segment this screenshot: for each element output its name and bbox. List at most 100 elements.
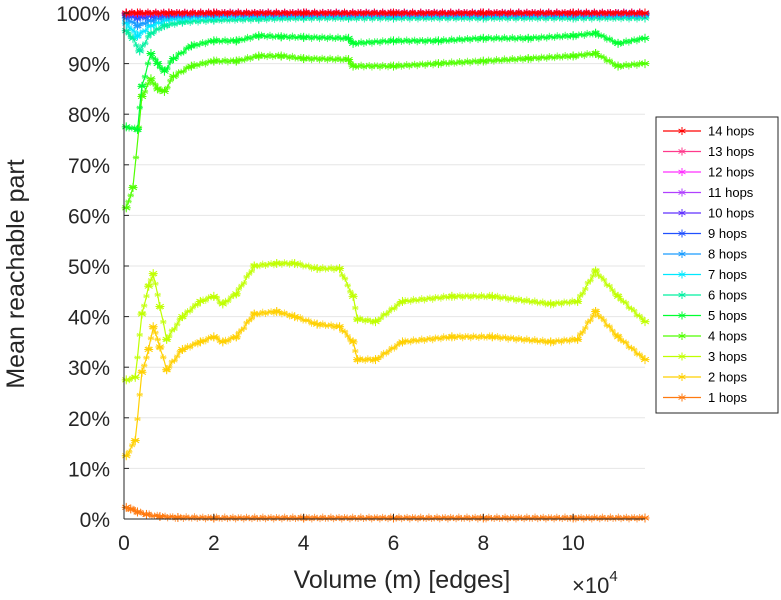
data-point	[143, 354, 150, 361]
data-point	[248, 267, 255, 275]
data-point	[141, 362, 148, 369]
y-tick-label: 20%	[68, 408, 110, 431]
data-point	[136, 331, 143, 339]
data-point	[403, 513, 411, 521]
legend-label: 2 hops	[708, 370, 748, 385]
data-point	[154, 291, 161, 299]
x-tick-label: 2	[208, 532, 220, 555]
data-point	[641, 318, 649, 325]
data-point	[614, 332, 622, 339]
data-point	[171, 325, 178, 333]
y-tick-label: 0%	[80, 509, 110, 532]
data-point	[154, 511, 161, 519]
legend-label: 12 hops	[708, 165, 755, 180]
data-point	[558, 300, 565, 308]
y-tick-label: 90%	[68, 54, 110, 77]
data-point	[240, 325, 248, 332]
data-point	[219, 300, 227, 308]
data-point	[344, 282, 351, 289]
data-point	[225, 337, 232, 345]
data-point	[636, 351, 643, 358]
data-point	[138, 92, 146, 99]
data-point	[614, 291, 622, 299]
data-point	[132, 373, 139, 381]
data-point	[587, 277, 594, 284]
data-point	[213, 294, 221, 301]
data-point	[305, 317, 312, 324]
data-point	[134, 415, 141, 423]
series-3-hops	[121, 258, 650, 385]
series-line	[125, 51, 645, 209]
data-point	[606, 323, 613, 330]
data-point	[166, 363, 173, 371]
data-point	[144, 60, 152, 67]
data-point	[341, 328, 349, 335]
y-tick-label: 60%	[68, 205, 110, 228]
data-point	[297, 513, 305, 521]
series-1-hops	[121, 502, 650, 523]
data-point	[188, 63, 195, 71]
data-point	[241, 56, 248, 64]
data-point	[385, 347, 393, 355]
data-point	[161, 87, 168, 94]
data-point	[421, 62, 429, 69]
y-ticks: 0% 10% 20% 30% 40% 50% 60% 70% 80% 90% 100%	[56, 3, 129, 532]
data-point	[125, 198, 132, 205]
data-point	[149, 324, 157, 332]
y-tick-label: 40%	[68, 307, 110, 330]
legend-label: 5 hops	[708, 308, 748, 323]
legend-label: 4 hops	[708, 329, 748, 344]
y-tick-label: 100%	[56, 3, 110, 26]
series-line	[125, 308, 646, 457]
data-point	[147, 335, 155, 342]
data-point	[631, 346, 638, 353]
data-point	[349, 291, 357, 299]
data-point	[429, 296, 436, 303]
y-tick-label: 10%	[68, 458, 110, 481]
data-point	[138, 367, 146, 375]
data-point	[136, 104, 143, 111]
data-point	[144, 80, 152, 88]
data-point	[319, 320, 326, 327]
y-tick-label: 70%	[68, 155, 110, 178]
y-axis-title: Mean reachable part	[2, 159, 30, 388]
data-point	[631, 307, 638, 314]
data-point	[297, 53, 305, 61]
series-4-hops	[121, 48, 650, 213]
x-multiplier-exponent: 4	[609, 568, 617, 585]
data-point	[385, 308, 393, 315]
data-point	[639, 353, 646, 361]
data-point	[147, 75, 155, 83]
data-point	[336, 264, 343, 272]
data-point	[213, 334, 221, 341]
data-point	[129, 442, 136, 449]
data-point	[407, 338, 414, 346]
legend-label: 3 hops	[708, 349, 748, 364]
series-5-hops	[121, 28, 650, 134]
data-point	[143, 292, 150, 300]
data-point	[156, 304, 164, 311]
grid-lines	[124, 12, 645, 469]
data-point	[482, 58, 490, 66]
data-point	[202, 337, 209, 345]
x-tick-label: 0	[118, 532, 130, 555]
data-point	[233, 291, 240, 299]
data-point	[136, 391, 143, 398]
legend-label: 1 hops	[708, 390, 748, 405]
data-point	[566, 300, 573, 307]
legend-label: 6 hops	[708, 288, 748, 303]
data-point	[167, 77, 174, 84]
data-point	[592, 266, 599, 274]
data-point	[341, 275, 349, 282]
series-2-hops	[121, 307, 650, 461]
data-point	[149, 271, 157, 278]
data-point	[429, 61, 437, 69]
data-point	[171, 357, 178, 364]
data-point	[129, 183, 137, 190]
data-point	[235, 329, 243, 336]
data-point	[566, 337, 573, 345]
data-point	[233, 59, 240, 66]
data-point	[145, 281, 152, 289]
data-point	[574, 298, 581, 306]
